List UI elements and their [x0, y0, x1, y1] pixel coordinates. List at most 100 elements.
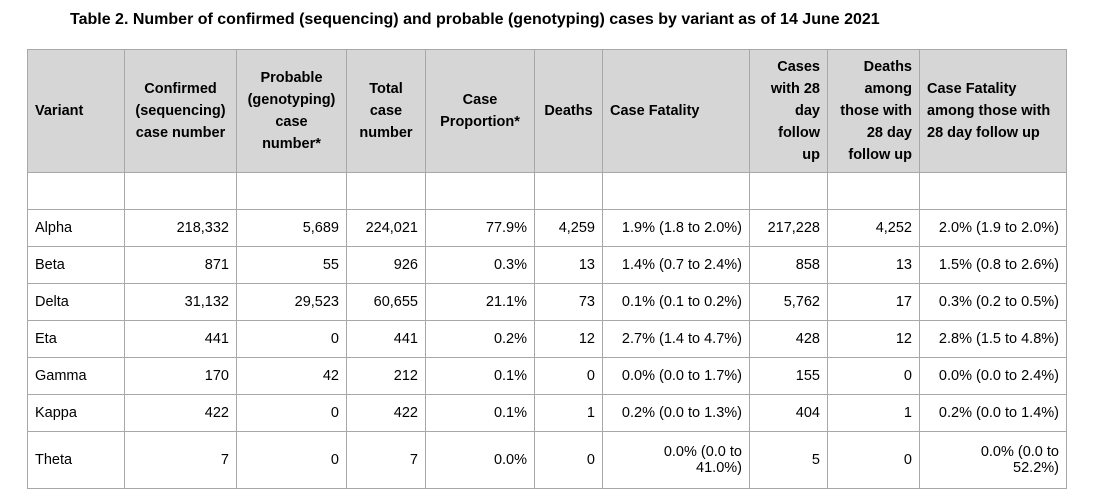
cell-cfr-28day: 0.3% (0.2 to 0.5%): [919, 283, 1067, 321]
cell-total: 7: [346, 431, 426, 489]
cell-probable: 0: [236, 431, 347, 489]
gap-cell: [346, 172, 426, 210]
cell-variant: Gamma: [27, 357, 125, 395]
cell-total: 926: [346, 246, 426, 284]
cell-cfr-28day: 0.0% (0.0 to 2.4%): [919, 357, 1067, 395]
cell-total: 441: [346, 320, 426, 358]
col-header-cfr-28day: Case Fatality among those with 28 day fo…: [919, 49, 1067, 173]
col-header-total: Total case number: [346, 49, 426, 173]
cell-cfr-28day: 2.0% (1.9 to 2.0%): [919, 209, 1067, 247]
gap-cell: [236, 172, 347, 210]
col-header-deaths: Deaths: [534, 49, 603, 173]
cell-deaths-28day: 0: [827, 357, 920, 395]
cell-cases-28day: 5: [749, 431, 828, 489]
gap-cell: [124, 172, 237, 210]
cell-deaths-28day: 12: [827, 320, 920, 358]
cell-case-fatality: 2.7% (1.4 to 4.7%): [602, 320, 750, 358]
header-row: Variant Confirmed (sequencing) case numb…: [27, 49, 1067, 173]
cell-deaths: 13: [534, 246, 603, 284]
cell-deaths: 1: [534, 394, 603, 432]
cell-deaths: 4,259: [534, 209, 603, 247]
table-row: Theta 7 0 7 0.0% 0 0.0% (0.0 to 41.0%) 5…: [27, 431, 1067, 489]
cell-total: 224,021: [346, 209, 426, 247]
cell-confirmed: 441: [124, 320, 237, 358]
cell-case-proportion: 21.1%: [425, 283, 535, 321]
cell-case-proportion: 0.3%: [425, 246, 535, 284]
header-gap: [27, 172, 1067, 210]
cell-case-proportion: 0.1%: [425, 357, 535, 395]
col-header-variant: Variant: [27, 49, 125, 173]
cell-variant: Theta: [27, 431, 125, 489]
cell-deaths-28day: 13: [827, 246, 920, 284]
table-row: Beta 871 55 926 0.3% 13 1.4% (0.7 to 2.4…: [27, 246, 1067, 284]
cell-cfr-28day: 1.5% (0.8 to 2.6%): [919, 246, 1067, 284]
col-header-confirmed: Confirmed (sequencing) case number: [124, 49, 237, 173]
cell-total: 212: [346, 357, 426, 395]
cell-variant: Kappa: [27, 394, 125, 432]
variant-cases-table: Variant Confirmed (sequencing) case numb…: [27, 49, 1067, 489]
cell-cases-28day: 858: [749, 246, 828, 284]
cell-cfr-28day: 0.2% (0.0 to 1.4%): [919, 394, 1067, 432]
cell-probable: 29,523: [236, 283, 347, 321]
cell-deaths: 0: [534, 431, 603, 489]
cell-deaths-28day: 17: [827, 283, 920, 321]
cell-probable: 42: [236, 357, 347, 395]
cell-case-fatality: 0.0% (0.0 to 41.0%): [602, 431, 750, 489]
cell-cases-28day: 428: [749, 320, 828, 358]
col-header-probable: Probable (genotyping) case number*: [236, 49, 347, 173]
table-row: Gamma 170 42 212 0.1% 0 0.0% (0.0 to 1.7…: [27, 357, 1067, 395]
cell-deaths-28day: 4,252: [827, 209, 920, 247]
gap-cell: [919, 172, 1067, 210]
cell-deaths: 0: [534, 357, 603, 395]
cell-deaths: 12: [534, 320, 603, 358]
cell-case-fatality: 1.9% (1.8 to 2.0%): [602, 209, 750, 247]
cell-variant: Alpha: [27, 209, 125, 247]
cell-cfr-28day: 0.0% (0.0 to 52.2%): [919, 431, 1067, 489]
table-row: Alpha 218,332 5,689 224,021 77.9% 4,259 …: [27, 209, 1067, 247]
gap-cell: [425, 172, 535, 210]
cell-deaths-28day: 1: [827, 394, 920, 432]
gap-cell: [534, 172, 603, 210]
cell-case-proportion: 77.9%: [425, 209, 535, 247]
col-header-deaths-28day: Deaths among those with 28 day follow up: [827, 49, 920, 173]
table-row: Kappa 422 0 422 0.1% 1 0.2% (0.0 to 1.3%…: [27, 394, 1067, 432]
cell-variant: Delta: [27, 283, 125, 321]
table-row: Delta 31,132 29,523 60,655 21.1% 73 0.1%…: [27, 283, 1067, 321]
gap-cell: [749, 172, 828, 210]
cell-case-proportion: 0.0%: [425, 431, 535, 489]
col-header-case-fatality: Case Fatality: [602, 49, 750, 173]
cell-cases-28day: 404: [749, 394, 828, 432]
cell-case-fatality: 1.4% (0.7 to 2.4%): [602, 246, 750, 284]
cell-case-proportion: 0.1%: [425, 394, 535, 432]
col-header-case-proportion: Case Proportion*: [425, 49, 535, 173]
cell-probable: 5,689: [236, 209, 347, 247]
cell-variant: Beta: [27, 246, 125, 284]
cell-variant: Eta: [27, 320, 125, 358]
cell-total: 60,655: [346, 283, 426, 321]
cell-case-proportion: 0.2%: [425, 320, 535, 358]
cell-deaths: 73: [534, 283, 603, 321]
cell-confirmed: 7: [124, 431, 237, 489]
cell-total: 422: [346, 394, 426, 432]
col-header-cases-28day: Cases with 28 day follow up: [749, 49, 828, 173]
cell-confirmed: 422: [124, 394, 237, 432]
cell-cases-28day: 5,762: [749, 283, 828, 321]
gap-cell: [27, 172, 125, 210]
table-title: Table 2. Number of confirmed (sequencing…: [70, 11, 880, 28]
table-row: Eta 441 0 441 0.2% 12 2.7% (1.4 to 4.7%)…: [27, 320, 1067, 358]
cell-probable: 0: [236, 320, 347, 358]
cell-cases-28day: 155: [749, 357, 828, 395]
gap-cell: [602, 172, 750, 210]
cell-case-fatality: 0.0% (0.0 to 1.7%): [602, 357, 750, 395]
cell-confirmed: 170: [124, 357, 237, 395]
cell-deaths-28day: 0: [827, 431, 920, 489]
cell-cfr-28day: 2.8% (1.5 to 4.8%): [919, 320, 1067, 358]
cell-confirmed: 871: [124, 246, 237, 284]
cell-probable: 55: [236, 246, 347, 284]
cell-cases-28day: 217,228: [749, 209, 828, 247]
gap-cell: [827, 172, 920, 210]
cell-case-fatality: 0.2% (0.0 to 1.3%): [602, 394, 750, 432]
cell-confirmed: 31,132: [124, 283, 237, 321]
cell-confirmed: 218,332: [124, 209, 237, 247]
cell-case-fatality: 0.1% (0.1 to 0.2%): [602, 283, 750, 321]
